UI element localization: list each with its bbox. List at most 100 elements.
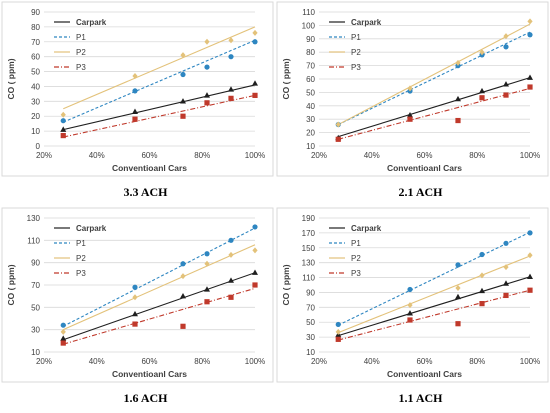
data-point-p1 [228,237,234,243]
data-point-carpark [527,74,533,80]
data-point-p2 [60,111,66,118]
data-point-p1 [252,224,258,230]
chart-panel-1-1-ach: 10 30 50 70 90 110 130 150 170 190 20% 40% 60% 80% 100… [275,206,550,412]
chart-1-1-ach: 10 30 50 70 90 110 130 150 170 190 20% 40% 60% 80% 100… [276,207,549,405]
data-point-carpark [527,273,533,280]
data-point-carpark [203,286,210,292]
data-point-carpark [60,335,67,341]
series-line-p3 [338,87,531,140]
series-points-p1 [60,39,258,124]
data-point-p3 [60,340,66,346]
data-point-p3 [180,113,186,119]
y-tick-label: 60 [31,53,40,62]
data-point-p3 [132,321,138,327]
legend-label-p2: P2 [76,48,86,57]
x-axis-title: Conventioanl Cars [112,369,187,379]
data-point-carpark [454,95,461,102]
data-point-p2 [252,247,258,254]
data-point-p2 [252,29,258,36]
y-tick-label: 150 [302,244,316,253]
data-point-carpark [502,280,509,286]
x-tick-label: 80% [469,357,485,366]
x-axis-title: Conventioanl Cars [387,369,462,379]
data-point-p2 [228,251,234,258]
data-point-p3 [527,287,533,293]
data-point-carpark [131,108,138,114]
y-tick-label: 130 [27,214,41,223]
series-line-p1 [63,227,256,327]
y-tick-label: 190 [302,214,316,223]
data-point-p1 [132,284,138,290]
series-points-p3 [335,84,533,142]
data-point-p1 [132,88,138,94]
chart-caption: 2.1 ACH [398,185,443,199]
data-point-carpark [60,126,67,132]
legend-label-p1: P1 [351,33,361,42]
y-tick-label: 110 [27,236,40,245]
data-point-p2 [479,49,485,56]
chart-panel-1-6-ach: 10 30 50 70 90 110 130 20% 40% 60% 80% 100% Conventi… [0,206,275,412]
series-line-p1 [338,31,531,126]
x-tick-label: 40% [364,357,380,366]
y-axis-title: CO ( ppm) [6,264,16,305]
x-tick-label: 20% [36,357,52,366]
data-point-carpark [478,87,485,94]
data-point-p1 [455,262,461,268]
y-tick-label: 10 [31,127,40,136]
y-tick-label: 30 [306,333,315,342]
legend: Carpark P1 P2 P3 [54,224,107,278]
data-point-p2 [527,18,533,25]
y-tick-label: 30 [306,115,315,124]
data-point-p3 [407,116,413,122]
data-point-p3 [527,84,533,90]
series-points-p1 [335,230,533,328]
data-point-p2 [204,260,210,267]
y-tick-label: 50 [31,68,40,77]
data-point-p3 [455,117,461,124]
series-points-p2 [60,29,258,118]
legend-label-p1: P1 [351,239,361,248]
series-line-p2 [337,23,531,126]
data-point-p2 [180,52,186,59]
y-tick-label: 30 [31,326,40,335]
x-tick-label: 80% [194,151,210,160]
x-tick-label: 100% [520,357,540,366]
y-tick-label: 80 [31,23,40,32]
legend-label-carpark: Carpark [76,18,107,27]
legend-label-p3: P3 [76,269,86,278]
y-tick-label: 90 [306,288,315,297]
series-line-carpark [338,77,531,138]
chart-frame [1,1,274,177]
y-tick-label: 90 [31,259,40,268]
y-tick-label: 110 [302,8,315,17]
data-point-p3 [407,317,413,323]
y-tick-label: 10 [306,348,315,357]
y-tick-label: 110 [302,274,315,283]
data-point-p3 [455,321,461,327]
series-points-p3 [335,287,533,342]
data-point-p1 [407,286,413,293]
series-line-p1 [338,231,531,326]
series-points-carpark [60,269,258,341]
data-point-p1 [60,322,66,328]
y-axis-title: CO ( ppm) [281,58,291,99]
x-tick-label: 60% [416,151,432,160]
data-point-p3 [180,323,186,329]
series-points-p2 [60,247,258,335]
chart-caption: 1.6 ACH [123,391,168,405]
y-tick-label: 30 [31,97,40,106]
data-point-p3 [228,294,234,300]
y-tick-label: 130 [302,259,316,268]
data-point-p1 [527,230,533,236]
data-point-carpark [406,111,413,118]
y-tick-label: 170 [302,229,316,238]
data-point-p2 [132,73,138,80]
data-point-p2 [180,273,186,280]
x-tick-label: 100% [245,151,265,160]
y-tick-label: 80 [306,48,315,57]
data-point-carpark [179,98,186,104]
legend: Carpark P1 P2 P3 [329,18,382,72]
legend-label-p1: P1 [76,239,86,248]
data-point-p1 [335,321,341,328]
data-point-p2 [60,328,66,335]
